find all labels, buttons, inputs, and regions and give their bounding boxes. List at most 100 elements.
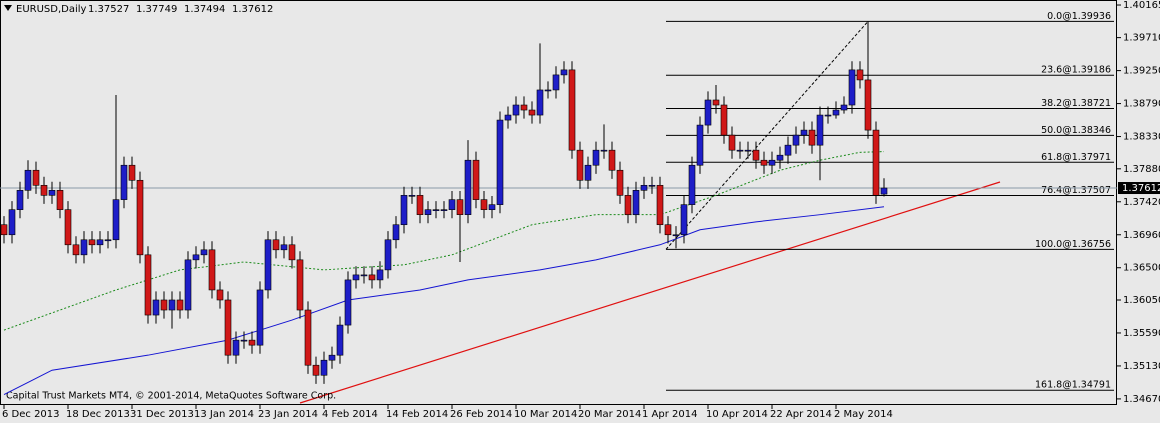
candle-body: [400, 195, 408, 226]
candle-body: [744, 149, 752, 152]
candle-body: [680, 204, 688, 236]
candle-body: [40, 184, 48, 196]
candle-body: [312, 364, 320, 376]
candle-body: [568, 69, 576, 151]
candle-body: [424, 209, 432, 215]
y-tick-label: 1.38330: [1123, 132, 1160, 143]
moving-average: [3, 206, 885, 396]
candle-body: [376, 269, 384, 281]
candle-body: [296, 259, 304, 311]
candle-body: [192, 254, 200, 261]
candle-body: [352, 274, 360, 281]
x-tick-label: 6 Dec 2013: [2, 409, 60, 420]
candle-body: [792, 134, 800, 146]
symbol-icon: [4, 5, 12, 11]
candle-body: [544, 89, 552, 92]
high-value: 1.37749: [136, 4, 177, 15]
candle-body: [584, 164, 592, 181]
candle-body: [768, 159, 776, 166]
candle-body: [136, 179, 144, 256]
candle-body: [616, 169, 624, 196]
fib-label: 76.4@1.37507: [1041, 185, 1111, 196]
candle-body: [816, 114, 824, 146]
x-tick-label: 13 Jan 2014: [194, 409, 254, 420]
candle-body: [104, 239, 112, 242]
x-tick-label: 10 Apr 2014: [706, 409, 768, 420]
y-tick-label: 1.39250: [1123, 66, 1160, 77]
candle-body: [32, 169, 40, 186]
y-tick-label: 1.37420: [1123, 197, 1160, 208]
candle-body: [384, 239, 392, 271]
x-tick-label: 23 Jan 2014: [258, 409, 318, 420]
x-tick-label: 20 Mar 2014: [578, 409, 641, 420]
candle-body: [832, 109, 840, 116]
candle-body: [112, 199, 120, 241]
close-value: 1.37612: [232, 4, 273, 15]
copyright: Capital Trust Markets MT4, © 2001-2014, …: [6, 391, 336, 402]
candle-body: [8, 209, 16, 236]
candle-body: [240, 339, 248, 342]
candle-body: [464, 159, 472, 215]
candle-body: [336, 324, 344, 356]
candle-body: [80, 239, 88, 256]
candle-body: [232, 339, 240, 356]
candle-body: [640, 184, 648, 191]
candle-body: [808, 129, 816, 146]
candle-body: [176, 299, 184, 311]
candle-body: [456, 199, 464, 215]
candle-body: [416, 195, 424, 215]
candle-body: [200, 249, 208, 256]
candle-body: [880, 187, 888, 195]
x-tick-label: 4 Feb 2014: [322, 409, 378, 420]
candle-body: [88, 239, 96, 246]
candle-body: [320, 359, 328, 376]
fib-anchor-line: [665, 21, 869, 250]
candle-body: [656, 184, 664, 226]
candle-body: [848, 69, 856, 106]
candle-body: [248, 339, 256, 346]
y-tick-label: 1.34670: [1123, 394, 1160, 405]
fib-label: 0.0@1.39936: [1047, 11, 1111, 22]
candle-body: [96, 239, 104, 246]
candle-body: [576, 149, 584, 181]
candle-body: [288, 244, 296, 261]
candle-body: [608, 149, 616, 171]
candle-body: [696, 124, 704, 166]
candle-body: [64, 209, 72, 246]
candle-body: [672, 234, 680, 237]
candle-body: [560, 69, 568, 76]
candle-body: [440, 209, 448, 211]
candle-body: [56, 190, 64, 210]
y-tick-label: 1.35130: [1123, 361, 1160, 372]
candle-body: [720, 104, 728, 136]
candle-body: [728, 134, 736, 151]
fib-label: 100.0@1.36756: [1035, 239, 1111, 250]
candle-body: [784, 144, 792, 156]
y-tick-label: 1.40165: [1123, 0, 1160, 11]
y-tick-label: 1.37880: [1123, 164, 1160, 175]
y-tick-label: 1.36960: [1123, 230, 1160, 241]
plot-frame: [0, 0, 1117, 405]
candle-body: [48, 190, 56, 196]
candle-body: [152, 299, 160, 316]
candle-body: [872, 129, 880, 196]
x-tick-label: 22 Apr 2014: [770, 409, 832, 420]
candle-body: [664, 224, 672, 236]
candle-body: [208, 249, 216, 291]
low-value: 1.37494: [184, 4, 225, 15]
candle-body: [752, 149, 760, 161]
y-tick-label: 1.36050: [1123, 295, 1160, 306]
candle-body: [392, 224, 400, 241]
candle-body: [528, 109, 536, 116]
candle-body: [496, 119, 504, 205]
candle-body: [120, 164, 128, 200]
candle-body: [160, 299, 168, 311]
fib-label: 23.6@1.39186: [1041, 65, 1111, 76]
fib-label: 161.8@1.34791: [1035, 380, 1111, 391]
candle-body: [432, 209, 440, 211]
x-tick-label: 1 Apr 2014: [642, 409, 697, 420]
candle-body: [512, 104, 520, 116]
candle-body: [328, 354, 336, 361]
candle-body: [16, 190, 24, 210]
